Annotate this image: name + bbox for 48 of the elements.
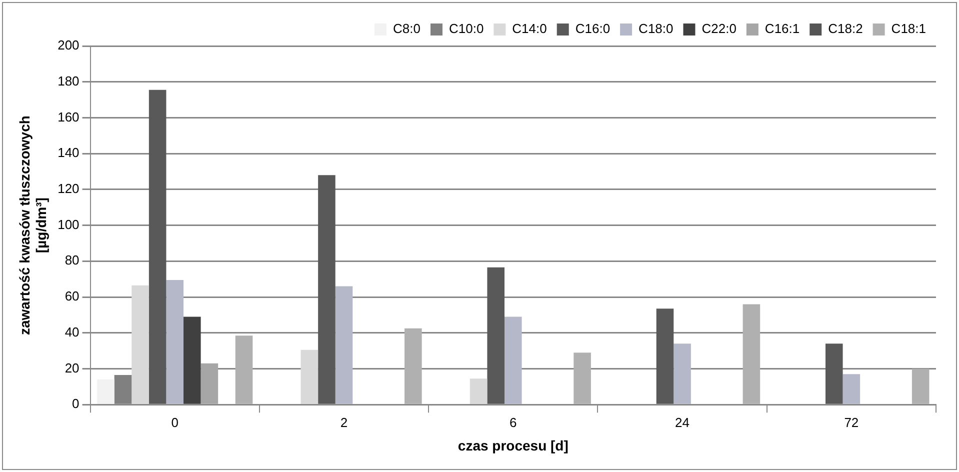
y-tick-label: 40 xyxy=(64,324,80,340)
bar xyxy=(912,368,930,404)
legend-label: C8:0 xyxy=(393,21,420,36)
bar xyxy=(184,316,201,404)
bar xyxy=(148,90,166,404)
legend-label: C10:0 xyxy=(448,21,484,36)
bar xyxy=(487,267,504,404)
y-tick-label: 20 xyxy=(64,360,80,376)
bar xyxy=(674,344,691,404)
legend-label: C16:1 xyxy=(764,21,800,36)
x-tick-label: 24 xyxy=(675,414,690,430)
bar xyxy=(300,350,318,404)
y-tick-label: 0 xyxy=(72,396,80,412)
bar xyxy=(97,380,114,404)
bar xyxy=(132,285,149,404)
x-axis-title: czas procesu [d] xyxy=(458,437,568,454)
bar xyxy=(504,316,522,404)
x-tick-label: 2 xyxy=(340,414,348,430)
legend-label: C18:0 xyxy=(638,21,674,36)
x-tick-label: 72 xyxy=(844,414,859,430)
bar xyxy=(574,352,591,404)
y-tick-label: 60 xyxy=(64,288,80,304)
y-tick-label: 100 xyxy=(58,216,80,232)
bar xyxy=(470,378,488,404)
bar xyxy=(842,374,860,404)
y-tick-label: 180 xyxy=(58,73,80,88)
legend-label: C16:0 xyxy=(575,21,610,36)
bar xyxy=(166,280,184,404)
y-tick-label: 160 xyxy=(58,109,80,124)
legend-label: C18:1 xyxy=(891,21,926,36)
y-tick-label: 80 xyxy=(64,252,80,268)
bar xyxy=(335,286,353,404)
x-tick-label: 0 xyxy=(171,414,178,430)
bar xyxy=(404,328,422,404)
legend-label: C18:2 xyxy=(828,21,863,36)
legend-label: C22:0 xyxy=(702,21,736,36)
legend-label: C14:0 xyxy=(512,21,547,36)
x-tick-label: 6 xyxy=(510,414,517,430)
bar xyxy=(235,336,253,404)
bar xyxy=(825,344,843,404)
y-tick-label: 120 xyxy=(58,181,80,196)
y-axis-title: zawartość kwasów tłuszczowych [µg/dm³] xyxy=(16,116,50,336)
bar xyxy=(656,308,674,404)
bar xyxy=(742,304,760,404)
bar xyxy=(318,175,336,404)
y-tick-label: 200 xyxy=(58,38,80,53)
bar xyxy=(200,363,218,404)
y-tick-label: 140 xyxy=(58,145,80,160)
